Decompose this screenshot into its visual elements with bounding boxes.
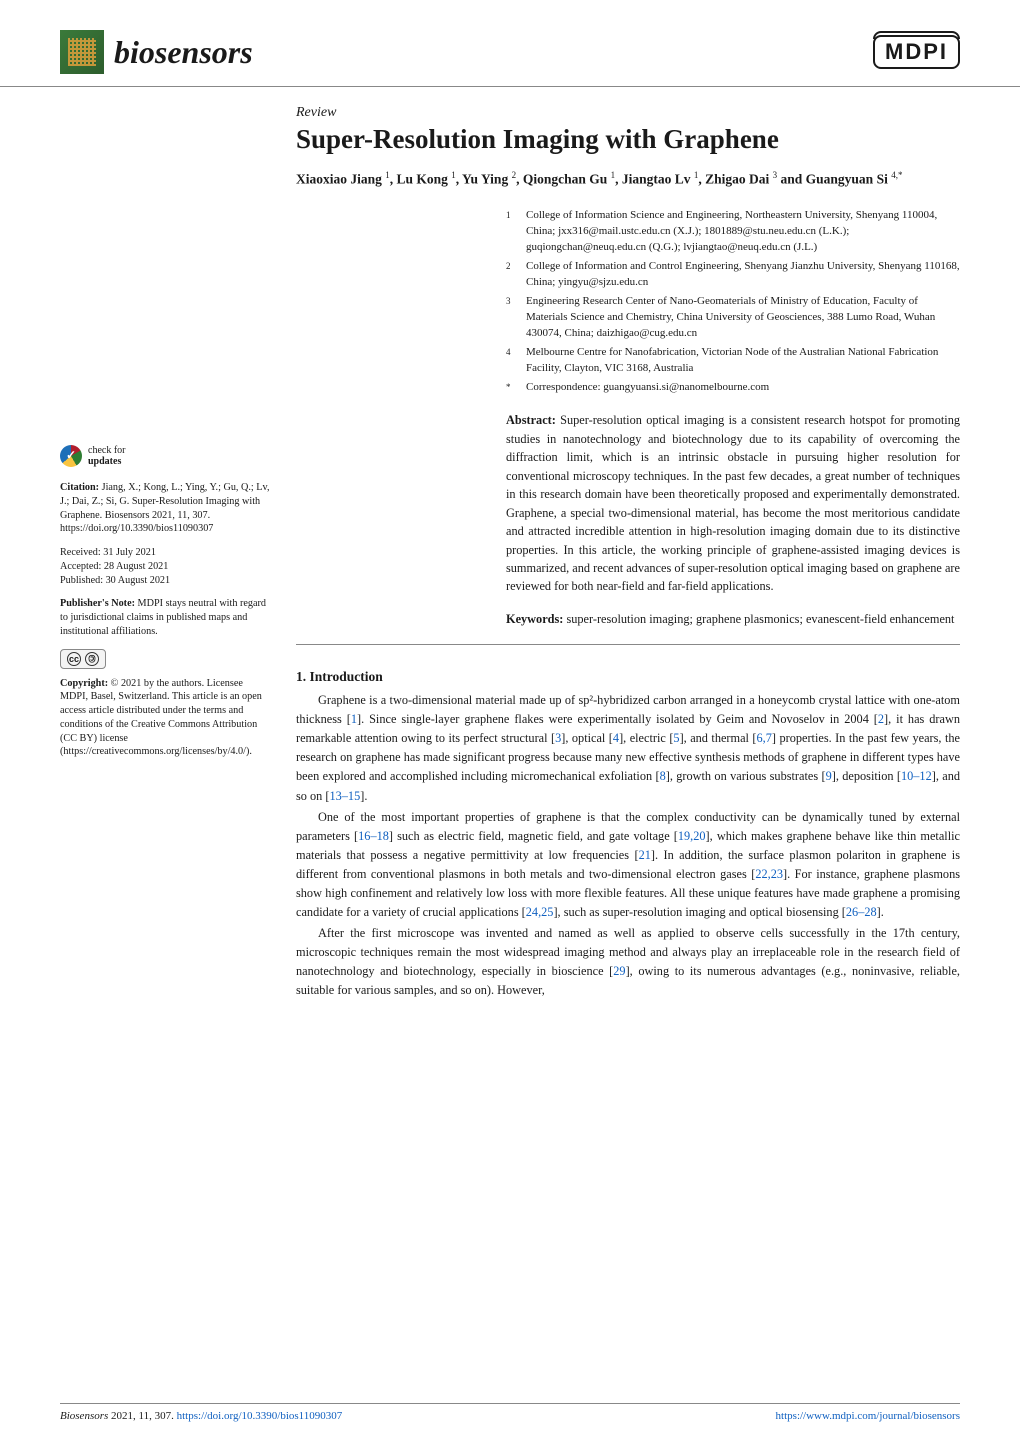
reference-link[interactable]: 3	[555, 731, 561, 745]
left-sidebar: check for updates Citation: Jiang, X.; K…	[60, 105, 272, 1002]
paragraph-2: One of the most important properties of …	[296, 808, 960, 922]
doi-link[interactable]: https://doi.org/10.3390/bios11090307	[177, 1410, 343, 1422]
authors-line: Xiaoxiao Jiang 1, Lu Kong 1, Yu Ying 2, …	[296, 169, 960, 190]
check-for-updates-badge[interactable]: check for updates	[60, 445, 272, 467]
article-type: Review	[296, 105, 960, 121]
reference-link[interactable]: 8	[660, 769, 666, 783]
abstract-text: Super-resolution optical imaging is a co…	[506, 413, 960, 593]
accepted-label: Accepted:	[60, 561, 101, 572]
page-footer: Biosensors 2021, 11, 307. https://doi.or…	[60, 1403, 960, 1422]
affiliation-number: 1	[506, 208, 516, 256]
journal-logo-icon	[60, 30, 104, 74]
reference-link[interactable]: 24,25	[526, 905, 554, 919]
updates-line2: updates	[88, 456, 125, 467]
main-content: check for updates Citation: Jiang, X.; K…	[0, 87, 1020, 1002]
copyright-block: Copyright: © 2021 by the authors. Licens…	[60, 677, 272, 760]
page-header: biosensors MDPI	[0, 0, 1020, 87]
reference-link[interactable]: 26–28	[846, 905, 877, 919]
cc-license-row: cc 🄯	[60, 649, 272, 669]
updates-line1: check for	[88, 445, 125, 456]
paragraph-1: Graphene is a two-dimensional material m…	[296, 691, 960, 805]
publisher-logo: MDPI	[873, 35, 960, 69]
footer-citation: Biosensors 2021, 11, 307. https://doi.or…	[60, 1410, 342, 1422]
reference-link[interactable]: 4	[613, 731, 619, 745]
citation-block: Citation: Jiang, X.; Kong, L.; Ying, Y.;…	[60, 481, 272, 536]
reference-link[interactable]: 29	[613, 964, 625, 978]
received-value: 31 July 2021	[103, 547, 156, 558]
keywords-label: Keywords:	[506, 612, 563, 626]
affiliation-number: 2	[506, 259, 516, 291]
affiliation-number: 3	[506, 294, 516, 342]
copyright-label: Copyright:	[60, 678, 108, 689]
cc-icon: cc	[67, 652, 81, 666]
affiliation-text: College of Information and Control Engin…	[526, 259, 960, 291]
section-1-heading: 1. Introduction	[296, 669, 960, 685]
received-label: Received:	[60, 547, 101, 558]
footer-right: https://www.mdpi.com/journal/biosensors	[776, 1410, 960, 1422]
affiliation-number: 4	[506, 345, 516, 377]
abstract-label: Abstract:	[506, 413, 556, 427]
reference-link[interactable]: 19,20	[678, 829, 706, 843]
affiliation-row: * Correspondence: guangyuansi.si@nanomelb…	[506, 380, 960, 396]
copyright-text: © 2021 by the authors. Licensee MDPI, Ba…	[60, 678, 262, 758]
affiliation-text: Correspondence: guangyuansi.si@nanomelbo…	[526, 380, 960, 396]
reference-link[interactable]: 2	[878, 712, 884, 726]
affiliation-text: Engineering Research Center of Nano-Geom…	[526, 294, 960, 342]
affiliation-row: 3Engineering Research Center of Nano-Geo…	[506, 294, 960, 342]
affiliation-row: 4 Melbourne Centre for Nanofabrication, V…	[506, 345, 960, 377]
abstract-block: Abstract: Super-resolution optical imagi…	[296, 411, 960, 595]
body-text: Graphene is a two-dimensional material m…	[296, 691, 960, 1000]
footer-left: Biosensors 2021, 11, 307. https://doi.or…	[60, 1410, 342, 1422]
keywords-block: Keywords: super-resolution imaging; grap…	[296, 610, 960, 645]
citation-label: Citation:	[60, 482, 99, 493]
pubnote-label: Publisher's Note:	[60, 598, 135, 609]
paragraph-3: After the first microscope was invented …	[296, 924, 960, 1000]
updates-circle-icon	[60, 445, 82, 467]
by-icon: 🄯	[85, 652, 99, 666]
reference-link[interactable]: 22,23	[755, 867, 783, 881]
affiliations-list: 1College of Information Science and Engi…	[296, 208, 960, 395]
article-title: Super-Resolution Imaging with Graphene	[296, 123, 960, 155]
published-label: Published:	[60, 575, 103, 586]
reference-link[interactable]: 9	[826, 769, 832, 783]
journal-logo-block: biosensors	[60, 30, 253, 74]
published-value: 30 August 2021	[106, 575, 171, 586]
affiliation-text: Melbourne Centre for Nanofabrication, Vi…	[526, 345, 960, 377]
affiliation-row: 2 College of Information and Control Engi…	[506, 259, 960, 291]
affiliation-row: 1College of Information Science and Engi…	[506, 208, 960, 256]
keywords-text: super-resolution imaging; graphene plasm…	[566, 612, 954, 626]
reference-link[interactable]: 16–18	[358, 829, 389, 843]
accepted-value: 28 August 2021	[104, 561, 169, 572]
reference-link[interactable]: 10–12	[901, 769, 932, 783]
article-column: Review Super-Resolution Imaging with Gra…	[296, 105, 960, 1002]
journal-name: biosensors	[114, 34, 253, 71]
affiliation-text: College of Information Science and Engin…	[526, 208, 960, 256]
reference-link[interactable]: 1	[351, 712, 357, 726]
cc-badge[interactable]: cc 🄯	[60, 649, 106, 669]
reference-link[interactable]: 6,7	[757, 731, 772, 745]
reference-link[interactable]: 13–15	[329, 789, 360, 803]
journal-url-link[interactable]: https://www.mdpi.com/journal/biosensors	[776, 1410, 960, 1422]
dates-block: Received: 31 July 2021 Accepted: 28 Augu…	[60, 546, 272, 587]
publishers-note-block: Publisher's Note: MDPI stays neutral wit…	[60, 597, 272, 638]
reference-link[interactable]: 5	[673, 731, 679, 745]
reference-link[interactable]: 21	[639, 848, 651, 862]
affiliation-number: *	[506, 380, 516, 396]
updates-text: check for updates	[88, 445, 125, 467]
